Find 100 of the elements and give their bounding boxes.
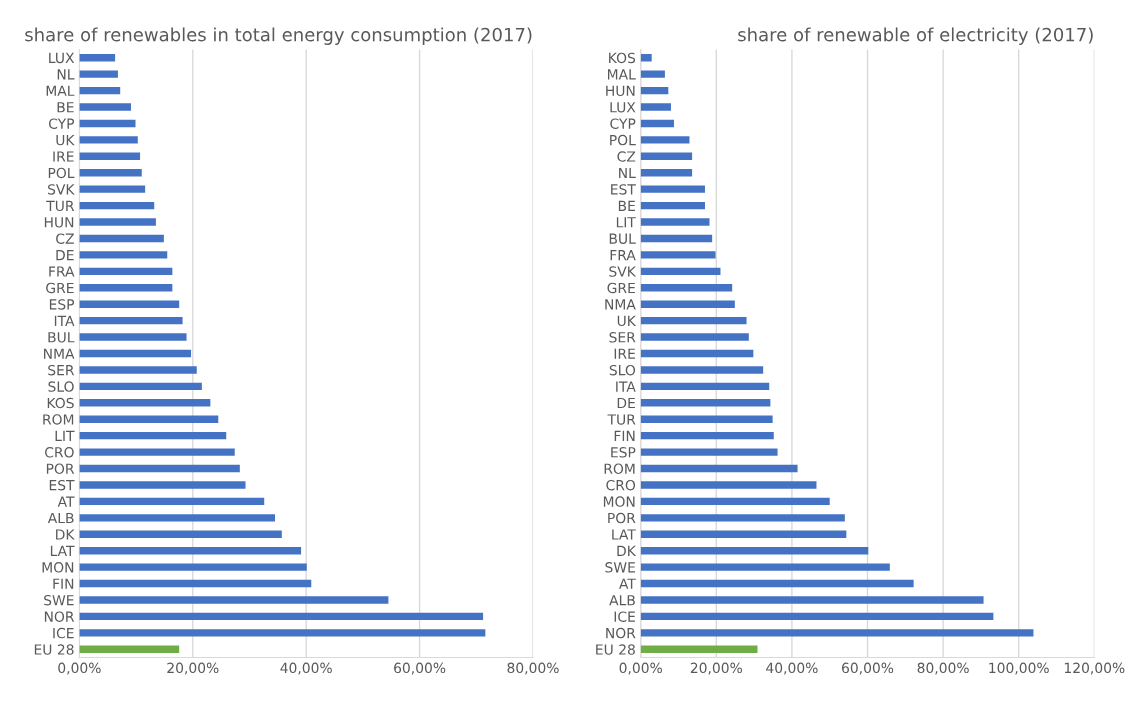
- x-tick-label: 100,00%: [989, 662, 1049, 675]
- chart-title: share of renewable of electricity (2017): [738, 27, 1093, 45]
- y-tick-label: SLO: [48, 381, 74, 392]
- y-tick-label: ESP: [49, 299, 75, 310]
- bar: [79, 267, 173, 276]
- y-tick-label: LUX: [610, 102, 636, 113]
- y-tick-label: TUR: [46, 200, 75, 212]
- bar: [640, 481, 817, 489]
- bar: [79, 563, 307, 571]
- bar: [79, 70, 118, 78]
- y-tick-label: CRO: [606, 479, 636, 491]
- y-tick-label: HUN: [606, 85, 635, 97]
- bar: [79, 333, 187, 341]
- bar: [79, 300, 180, 308]
- y-tick-label: CZ: [617, 151, 636, 162]
- bar: [640, 267, 721, 276]
- y-tick-label: MAL: [46, 85, 75, 96]
- bar: [79, 136, 138, 144]
- y-tick-label: SER: [609, 332, 636, 343]
- bar: [79, 399, 211, 407]
- x-tick-label: 40,00%: [766, 662, 818, 675]
- y-tick-label: FRA: [49, 266, 75, 277]
- y-tick-label: NOR: [606, 627, 636, 639]
- y-tick-label: FIN: [53, 578, 74, 589]
- bar: [79, 645, 180, 653]
- y-tick-label: NOR: [44, 611, 75, 622]
- bar: [79, 481, 246, 489]
- y-tick-label: GRE: [46, 282, 74, 294]
- bar: [640, 119, 674, 128]
- bar: [640, 103, 671, 111]
- bar: [640, 300, 735, 308]
- bar: [79, 103, 131, 111]
- y-tick-label: CYP: [48, 118, 75, 129]
- bar: [79, 464, 240, 473]
- bar: [640, 645, 758, 653]
- y-tick-label: ICE: [614, 611, 635, 622]
- bar: [79, 366, 197, 374]
- y-tick-label: POL: [610, 134, 636, 146]
- bar: [79, 596, 389, 604]
- y-tick-label: TUR: [607, 414, 636, 425]
- y-tick-label: ICE: [53, 627, 74, 639]
- bar: [79, 579, 312, 588]
- bar: [640, 234, 713, 243]
- y-tick-label: KOS: [47, 397, 74, 409]
- y-tick-label: AT: [619, 578, 636, 589]
- bar: [79, 201, 155, 210]
- y-tick-label: KOS: [609, 52, 636, 64]
- bar: [79, 152, 141, 160]
- y-tick-label: ESP: [611, 447, 636, 458]
- bar: [79, 119, 136, 128]
- bar: [640, 448, 778, 456]
- bar: [79, 185, 146, 193]
- y-tick-label: SER: [48, 364, 75, 376]
- y-tick-label: BUL: [609, 233, 636, 244]
- bar: [640, 399, 771, 407]
- bar: [79, 612, 484, 621]
- x-tick-label: 60,00%: [394, 662, 446, 675]
- y-tick-label: LAT: [612, 529, 636, 540]
- y-tick-label: SVK: [609, 266, 637, 277]
- bar: [640, 152, 693, 160]
- y-tick-label: HUN: [44, 217, 74, 228]
- y-tick-label: CRO: [45, 447, 74, 458]
- y-tick-label: SVK: [48, 184, 75, 195]
- x-tick-label: 20,00%: [690, 662, 743, 675]
- y-tick-label: SWE: [44, 594, 74, 606]
- bar: [79, 497, 265, 506]
- bar: [640, 464, 798, 473]
- bar: [79, 251, 168, 259]
- y-tick-label: UK: [56, 135, 75, 146]
- y-tick-label: EU 28: [34, 644, 74, 655]
- x-tick-label: 60,00%: [842, 662, 894, 675]
- bar: [640, 251, 716, 259]
- y-tick-label: DK: [617, 545, 637, 556]
- bar: [640, 201, 705, 210]
- bar: [79, 382, 202, 391]
- x-tick-label: 80,00%: [917, 662, 969, 675]
- y-tick-label: EST: [49, 479, 75, 491]
- y-tick-label: UK: [617, 315, 637, 327]
- bar: [79, 514, 275, 522]
- bar: [640, 218, 710, 226]
- bar: [640, 70, 665, 78]
- bar: [79, 234, 164, 243]
- bar: [79, 284, 173, 292]
- y-tick-label: MAL: [607, 69, 636, 80]
- y-tick-label: BUL: [48, 332, 75, 343]
- y-tick-label: MON: [603, 496, 635, 507]
- y-tick-label: MON: [42, 562, 74, 573]
- bar: [79, 547, 302, 555]
- y-tick-label: NL: [619, 167, 636, 179]
- y-tick-label: DE: [56, 250, 74, 261]
- bar: [79, 415, 219, 423]
- y-tick-label: ALB: [47, 512, 74, 524]
- y-tick-label: POR: [608, 512, 636, 524]
- bar: [79, 349, 192, 358]
- y-tick-label: CZ: [56, 233, 74, 244]
- y-tick-label: ITA: [54, 315, 75, 326]
- bar: [640, 514, 845, 522]
- bar: [79, 169, 142, 177]
- x-tick-label: 0,00%: [619, 662, 662, 675]
- bar: [79, 629, 486, 637]
